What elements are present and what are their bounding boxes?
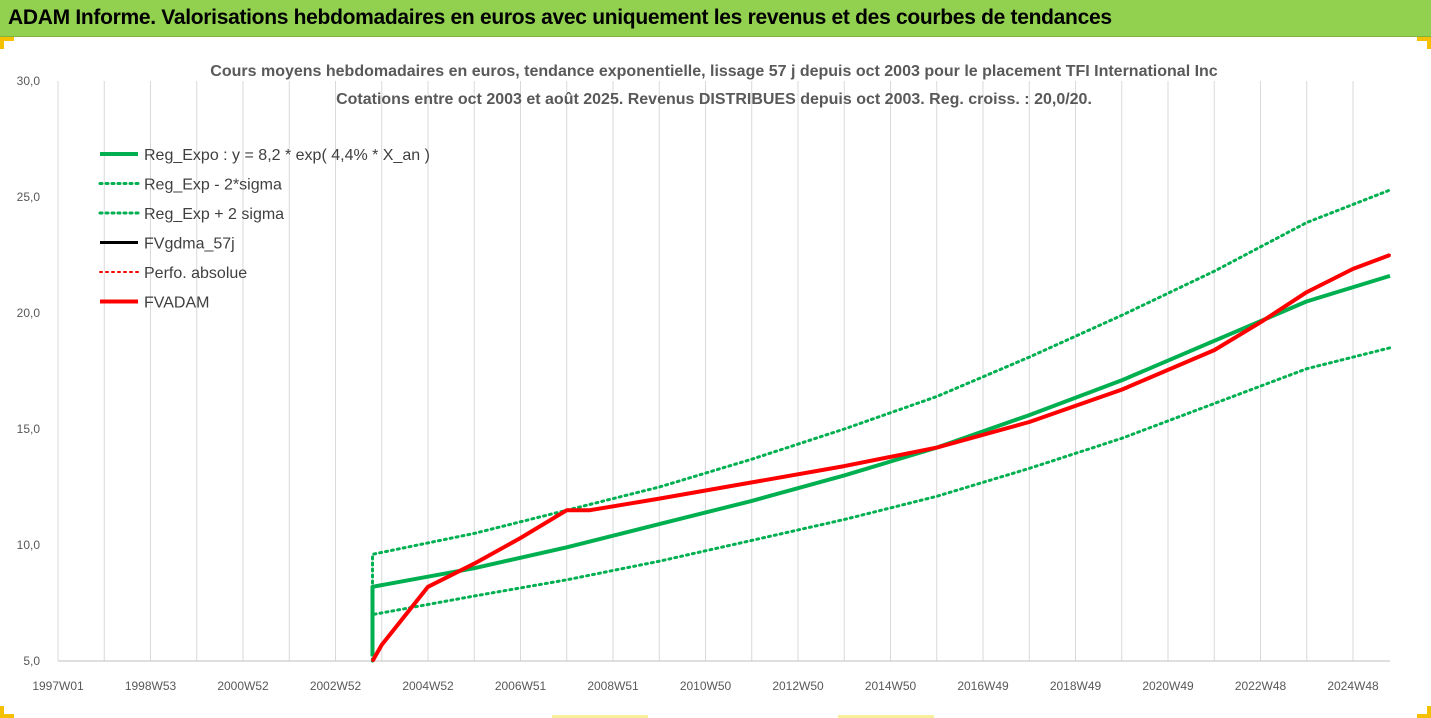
x-tick-label: 2010W50 [680, 679, 732, 693]
x-tick-label: 2018W49 [1050, 679, 1102, 693]
report-banner: ADAM Informe. Valorisations hebdomadaire… [0, 0, 1431, 37]
x-tick-label: 2014W50 [865, 679, 917, 693]
y-tick-label: 15,0 [17, 422, 41, 436]
x-tick-label: 2008W51 [587, 679, 639, 693]
chart-series [370, 188, 1392, 663]
chart-gridlines [57, 81, 1354, 661]
y-tick-label: 25,0 [17, 190, 41, 204]
series-line-0 [370, 273, 1391, 657]
legend-label: Reg_Exp - 2*sigma [144, 177, 282, 194]
legend-label: FVgdma_57j [144, 236, 235, 253]
x-tick-label: 2006W51 [495, 679, 547, 693]
legend-label: Perfo. absolue [144, 265, 247, 282]
frame-corner-bottom-left [0, 706, 14, 718]
x-tick-label: 2000W52 [217, 679, 269, 693]
legend-label: FVADAM [144, 295, 209, 312]
series-line-2 [371, 188, 1392, 663]
series-line-1 [371, 346, 1392, 663]
x-tick-label: 1998W53 [125, 679, 177, 693]
legend-label: Reg_Expo : y = 8,2 * exp( 4,4% * X_an ) [144, 147, 430, 164]
x-tick-label: 2020W49 [1142, 679, 1194, 693]
x-tick-label: 2016W49 [957, 679, 1009, 693]
x-tick-label: 2024W48 [1327, 679, 1379, 693]
x-tick-label: 2004W52 [402, 679, 454, 693]
chart-subtitle: Cotations entre oct 2003 et août 2025. R… [336, 91, 1092, 108]
y-tick-label: 10,0 [17, 538, 41, 552]
chart-legend: Reg_Expo : y = 8,2 * exp( 4,4% * X_an ) R… [98, 147, 430, 312]
frame-corner-bottom-right [1417, 706, 1431, 718]
y-tick-label: 5,0 [23, 654, 40, 668]
x-tick-label: 2002W52 [310, 679, 362, 693]
report-title: ADAM Informe. Valorisations hebdomadaire… [8, 6, 1112, 29]
y-tick-label: 20,0 [17, 306, 41, 320]
x-tick-label: 2012W50 [772, 679, 824, 693]
x-tick-label: 2022W48 [1235, 679, 1287, 693]
y-axis-ticks: 5,0 10,0 15,0 20,0 25,0 30,0 [17, 74, 41, 668]
y-tick-label: 30,0 [17, 74, 41, 88]
frame-corner-top-right [1417, 37, 1431, 49]
legend-label: Reg_Exp + 2 sigma [144, 206, 284, 223]
chart-title: Cours moyens hebdomadaires en euros, ten… [210, 63, 1218, 80]
x-tick-label: 1997W01 [32, 679, 84, 693]
frame-corner-top-left [0, 37, 14, 49]
sheet-tab-hint[interactable] [838, 715, 934, 718]
sheet-tab-hint[interactable] [552, 715, 648, 718]
series-line-5 [370, 253, 1391, 662]
x-axis-ticks: 1997W01 1998W53 2000W52 2002W52 2004W52 2006W… [32, 679, 1379, 693]
